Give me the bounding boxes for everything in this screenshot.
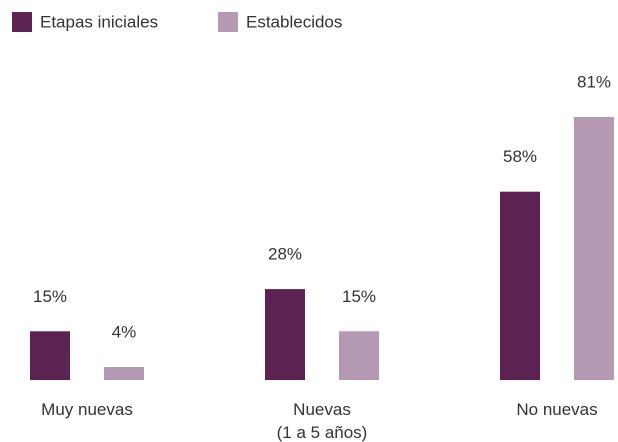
data-label: 28% [268,245,302,264]
x-tick-label: Muy nuevas [41,400,133,419]
x-tick-label: No nuevas [516,400,598,419]
data-label: 15% [342,287,376,306]
data-label: 4% [112,322,137,341]
bar [339,331,379,380]
bar [574,117,614,380]
x-tick-label: Nuevas (1 a 5 años) [276,400,368,442]
legend-label: Etapas iniciales [40,12,158,31]
legend-label: Establecidos [246,12,342,31]
bar [104,367,144,380]
bar [500,191,540,380]
bar [265,289,305,380]
bar [30,331,70,380]
data-label: 58% [503,147,537,166]
legend-swatch [12,12,32,32]
legend-swatch [218,12,238,32]
data-label: 15% [33,287,67,306]
data-label: 81% [577,72,611,91]
